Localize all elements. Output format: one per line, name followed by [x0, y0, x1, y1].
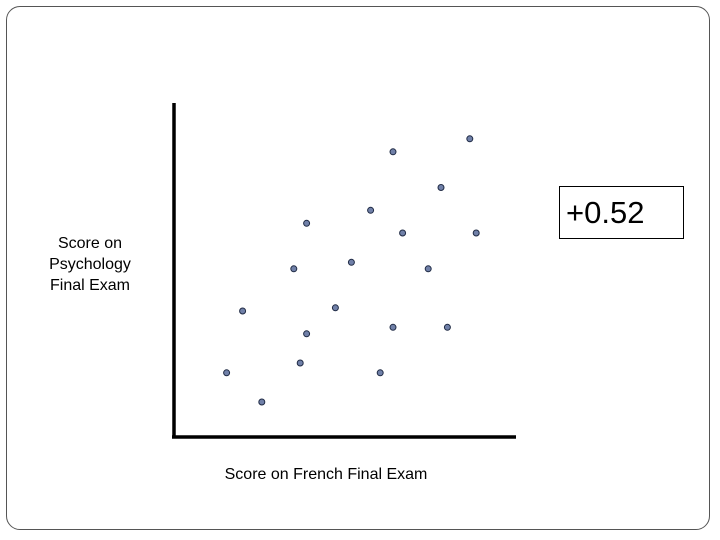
slide-frame: [6, 6, 710, 530]
y-axis-label-line-3: Final Exam: [49, 277, 131, 294]
data-points: [223, 135, 480, 406]
data-point-19: [472, 229, 480, 237]
data-point-8: [389, 323, 397, 331]
data-point-3: [239, 307, 247, 315]
data-point-1: [223, 369, 231, 377]
y-axis-label: Score on Psychology Final Exam: [30, 233, 150, 296]
data-point-9: [443, 323, 451, 331]
x-axis-label: Score on French Final Exam: [224, 466, 428, 483]
data-point-11: [347, 258, 355, 266]
data-point-6: [331, 304, 339, 312]
data-point-13: [303, 219, 311, 227]
data-point-7: [376, 369, 384, 377]
data-point-2: [258, 398, 266, 406]
data-point-15: [399, 229, 407, 237]
y-axis-label-line-2: Psychology: [49, 256, 131, 273]
correlation-coefficient-box: +0.52: [559, 186, 684, 239]
axes: [172, 103, 516, 439]
y-axis-label-line-1: Score on: [57, 235, 123, 252]
data-point-4: [296, 359, 304, 367]
data-point-5: [303, 330, 311, 338]
data-point-17: [437, 184, 445, 191]
data-point-10: [290, 265, 298, 273]
data-point-16: [389, 148, 397, 156]
data-point-12: [424, 265, 432, 273]
data-point-14: [367, 206, 375, 214]
data-point-18: [466, 135, 474, 143]
